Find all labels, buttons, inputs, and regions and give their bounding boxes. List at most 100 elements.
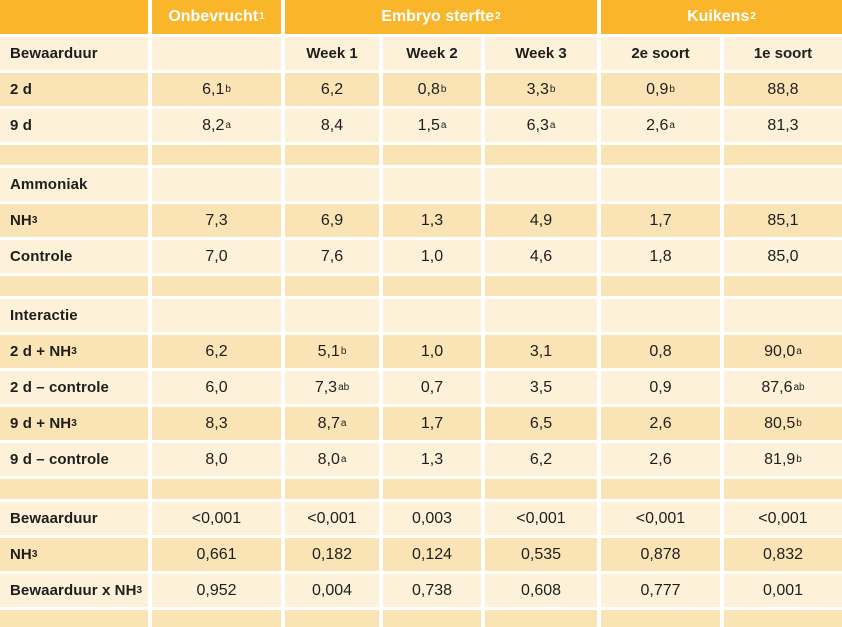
group-header-embryo-sterfte: Embryo sterfte 2 [285,0,597,34]
data-cell: 0,003 [383,502,481,535]
data-cell: 8,7 a [285,407,379,440]
data-cell: 1,5 a [383,109,481,142]
spacer-cell [0,276,148,296]
spacer-cell [152,479,281,499]
data-cell: 3,3 b [485,73,597,106]
empty-cell [724,168,842,201]
data-cell: 0,738 [383,574,481,607]
data-cell: 0,8 b [383,73,481,106]
data-cell: 0,535 [485,538,597,571]
row-label: 2 d – controle [0,371,148,404]
data-cell: 6,9 [285,204,379,237]
spacer-cell [601,145,720,165]
data-cell: 6,0 [152,371,281,404]
empty-cell [285,299,379,332]
group-header-kuikens: Kuikens 2 [601,0,842,34]
data-cell: 6,3 a [485,109,597,142]
data-cell: 0,7 [383,371,481,404]
empty-cell [383,299,481,332]
data-cell: 0,878 [601,538,720,571]
empty-cell [601,168,720,201]
section-label: Interactie [0,299,148,332]
data-cell: 6,5 [485,407,597,440]
data-cell: 2,6 [601,443,720,476]
row-label: NH 3 [0,204,148,237]
data-cell: 0,182 [285,538,379,571]
data-cell: 0,9 b [601,73,720,106]
spacer-cell [485,145,597,165]
column-header: Week 2 [383,37,481,70]
row-label: Bewaarduur x NH 3 [0,574,148,607]
row-label: 2 d [0,73,148,106]
empty-cell [383,168,481,201]
spacer-cell [724,610,842,627]
spacer-cell [485,610,597,627]
row-label: Controle [0,240,148,273]
empty-cell [485,299,597,332]
empty-cell [601,299,720,332]
spacer-cell [601,610,720,627]
empty-cell [285,168,379,201]
data-cell: 7,3 [152,204,281,237]
empty-cell [724,299,842,332]
data-cell: 2,6 [601,407,720,440]
data-cell: 85,1 [724,204,842,237]
data-cell: 2,6 a [601,109,720,142]
spacer-cell [724,276,842,296]
spacer-cell [285,610,379,627]
spacer-cell [485,479,597,499]
data-cell: 0,777 [601,574,720,607]
column-header: Week 3 [485,37,597,70]
data-cell: 3,1 [485,335,597,368]
data-cell: 6,2 [485,443,597,476]
data-cell: 1,0 [383,335,481,368]
data-cell: 4,6 [485,240,597,273]
row-label: 2 d + NH 3 [0,335,148,368]
row-label: NH 3 [0,538,148,571]
data-cell: 1,0 [383,240,481,273]
column-header: 1e soort [724,37,842,70]
spacer-cell [724,145,842,165]
empty-cell [152,299,281,332]
column-header: Week 1 [285,37,379,70]
empty-cell [152,168,281,201]
data-cell: 0,8 [601,335,720,368]
spacer-cell [724,479,842,499]
data-cell: 8,0 [152,443,281,476]
row-label: Bewaarduur [0,502,148,535]
spacer-cell [383,479,481,499]
spacer-cell [152,610,281,627]
spacer-cell [152,276,281,296]
spacer-cell [0,610,148,627]
spacer-cell [601,276,720,296]
data-cell: <0,001 [724,502,842,535]
data-cell: 1,7 [383,407,481,440]
spacer-cell [0,479,148,499]
data-cell: 3,5 [485,371,597,404]
spacer-cell [285,479,379,499]
data-cell: 6,2 [285,73,379,106]
data-cell: 5,1 b [285,335,379,368]
row-label: 9 d – controle [0,443,148,476]
data-cell: 88,8 [724,73,842,106]
data-cell: 90,0 a [724,335,842,368]
group-header-onbevrucht: Onbevrucht 1 [152,0,281,34]
spacer-cell [601,479,720,499]
data-cell: 0,124 [383,538,481,571]
spacer-cell [485,276,597,296]
data-cell: 1,3 [383,443,481,476]
table-corner-cell [0,0,148,34]
data-cell: 8,3 [152,407,281,440]
data-cell: 0,9 [601,371,720,404]
data-cell: 0,001 [724,574,842,607]
data-cell: 1,7 [601,204,720,237]
data-cell: 0,608 [485,574,597,607]
data-cell: 1,3 [383,204,481,237]
data-cell: 0,952 [152,574,281,607]
column-header [152,37,281,70]
row-label: 9 d [0,109,148,142]
row-label: 9 d + NH 3 [0,407,148,440]
data-cell: <0,001 [152,502,281,535]
data-cell: 0,832 [724,538,842,571]
